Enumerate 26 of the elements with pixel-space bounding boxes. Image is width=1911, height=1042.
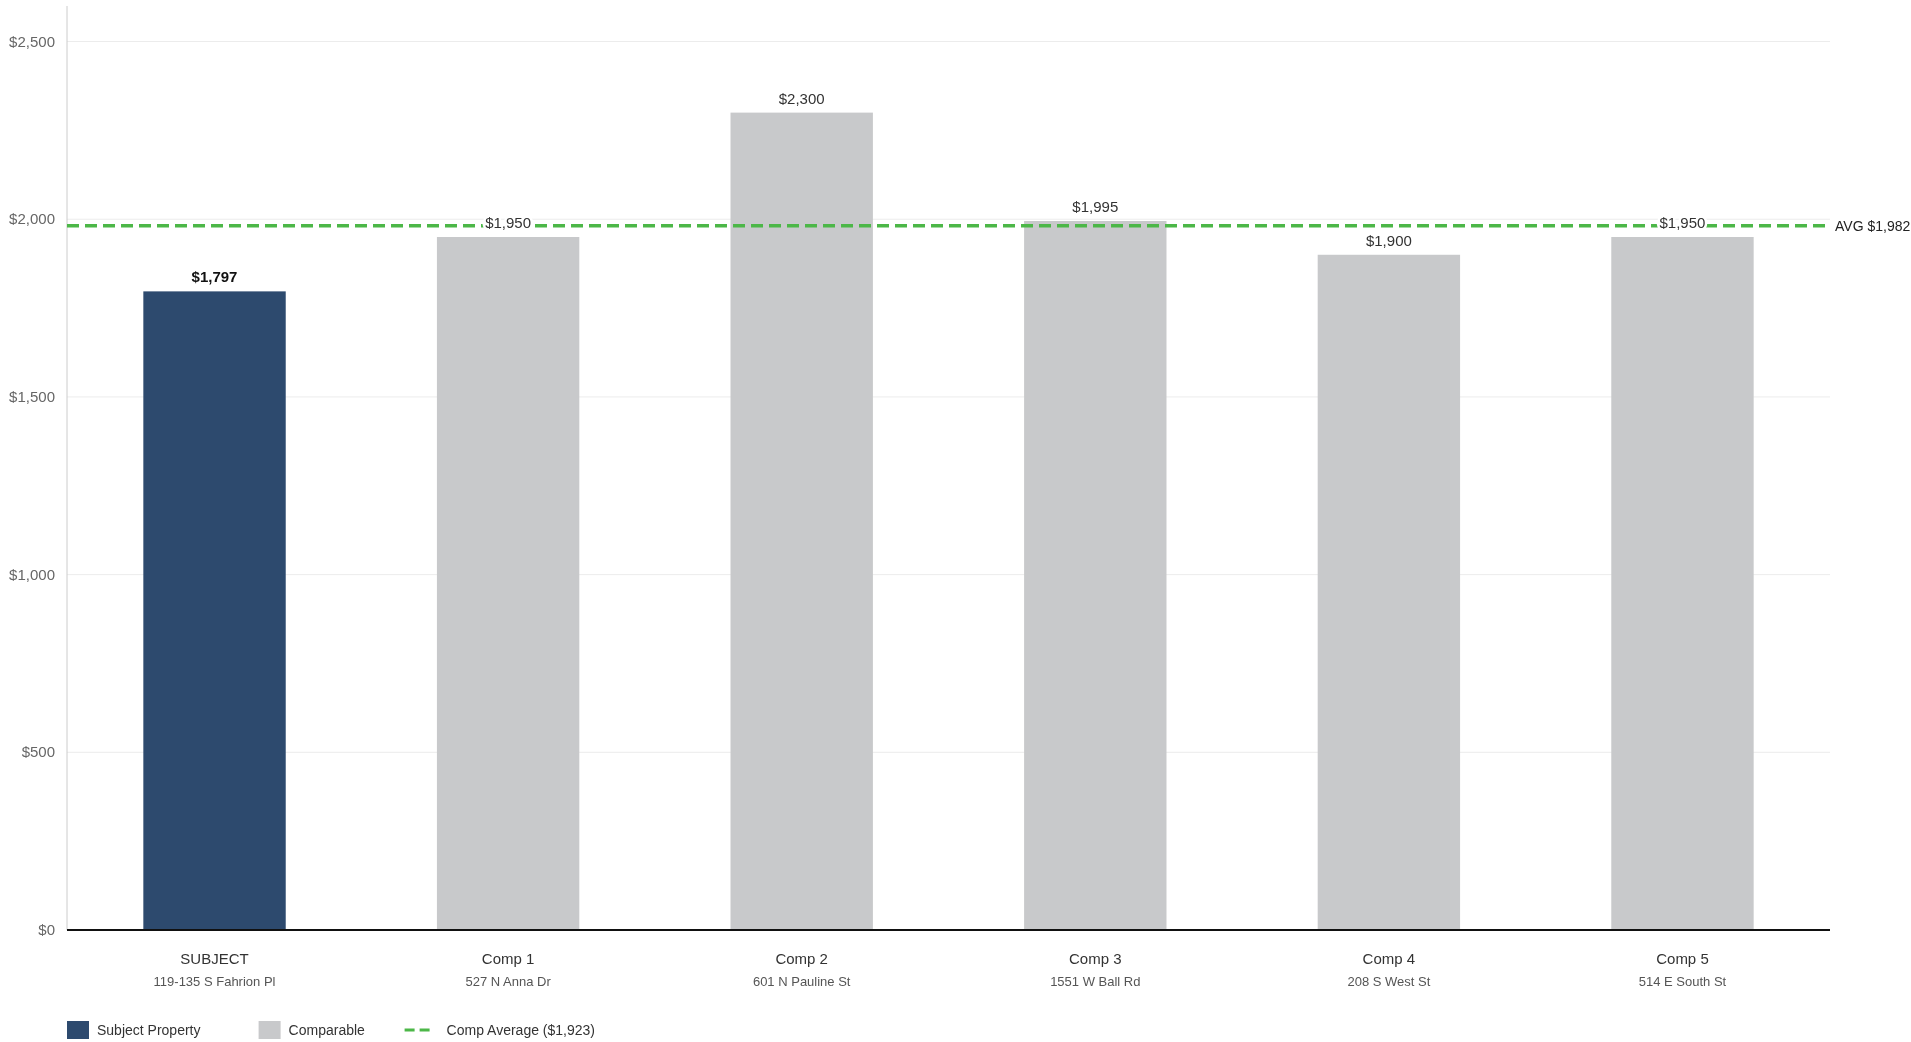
data-label: $1,995 [1072,198,1119,216]
y-tick-label: $2,000 [9,210,55,228]
x-tick-label: Comp 5 514 E South St [1638,950,1727,989]
y-tick-label: $2,500 [9,32,55,50]
legend-label: Comparable [288,1022,366,1038]
x-tick-label: Comp 2 601 N Pauline St [752,950,851,989]
y-tick-label: $1,500 [9,387,55,405]
text: Comp Average ($1,923) [446,1022,595,1038]
data-label: $1,797 [191,268,238,286]
y-tick-label: $1,000 [9,565,55,583]
x-tick-label: Comp 4 208 S West St [1347,950,1431,989]
bar [1024,221,1167,930]
y-tick-label: $0 [38,921,55,938]
x-tick-label: Comp 1 527 N Anna Dr [465,950,552,989]
data-label: $2,300 [778,89,825,107]
ref-line-label: AVG $1,982 [1835,217,1911,234]
data-label: $1,900 [1365,231,1412,249]
bar [436,237,580,930]
bar [143,291,286,930]
bar [1611,237,1754,930]
bar [730,112,873,930]
x-tick-label: SUBJECT 119-135 S Fahrion Pl [153,950,276,989]
x-tick-label: Comp 3 1551 W Ball Rd [1050,950,1141,989]
legend-label: Subject Property [97,1022,201,1038]
y-tick-label: $500 [21,743,55,761]
bar [1317,254,1461,930]
